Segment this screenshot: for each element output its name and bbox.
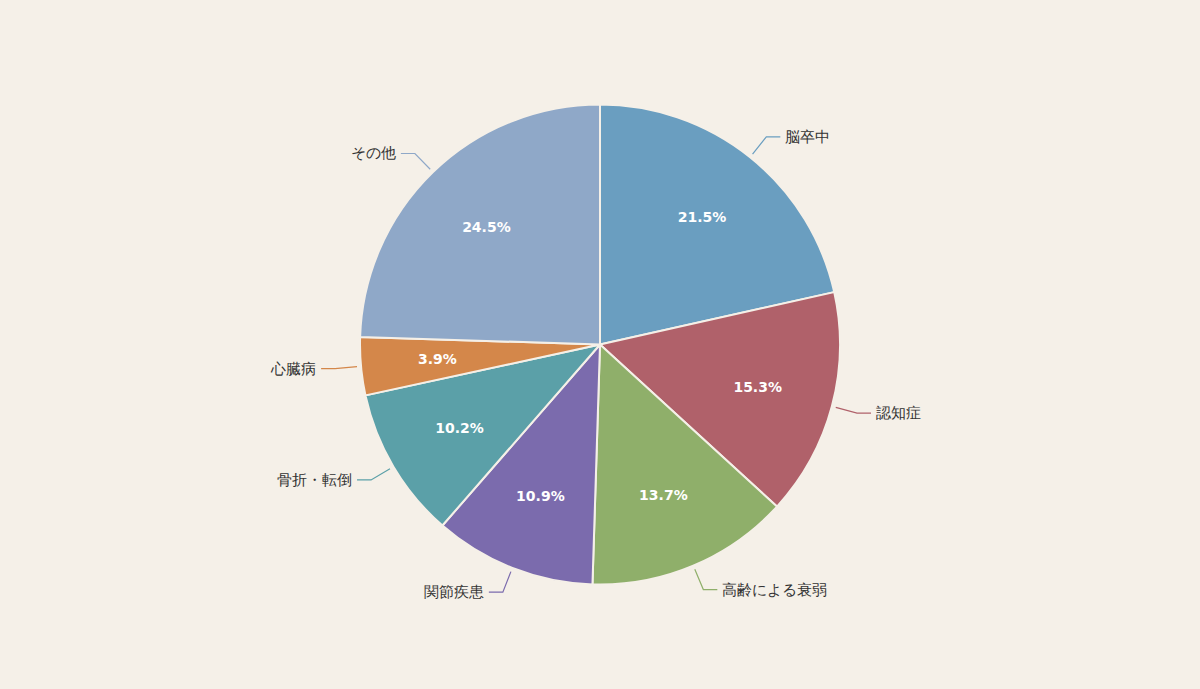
pie-wedge [360,337,600,395]
data-label: 21.5% [678,209,727,225]
chart-svg: 21.5% 脳卒中 15.3% 認知症 13.7% 高齢による衰弱 10.9% 関節疾患 10.… [0,0,1200,689]
chart-container: 21.5% 脳卒中 15.3% 認知症 13.7% 高齢による衰弱 10.9% 関節疾患 10.… [0,0,1200,689]
leader-line [695,569,718,589]
leader-line [401,153,430,169]
pie-wedge [360,105,600,345]
category-label: 高齢による衰弱 [722,581,827,599]
category-label: 関節疾患 [424,583,484,601]
data-label: 15.3% [733,379,782,395]
data-label: 3.9% [418,351,457,367]
data-label: 10.2% [435,420,484,436]
category-label: 心臓病 [270,360,316,378]
data-label: 24.5% [462,219,511,235]
leader-line [489,572,511,592]
labels: 21.5% 脳卒中 15.3% 認知症 13.7% 高齢による衰弱 10.9% 関節疾患 10.… [270,128,921,601]
leader-line [753,137,781,154]
data-label: 10.9% [516,488,565,504]
wedges [360,105,840,585]
category-label: 認知症 [876,404,921,422]
data-label: 13.7% [639,487,688,503]
category-label: その他 [351,144,396,162]
category-label: 骨折・転倒 [277,471,352,489]
leader-line [357,469,390,480]
leader-line [836,407,871,413]
category-label: 脳卒中 [785,128,830,146]
leader-line [321,367,357,369]
